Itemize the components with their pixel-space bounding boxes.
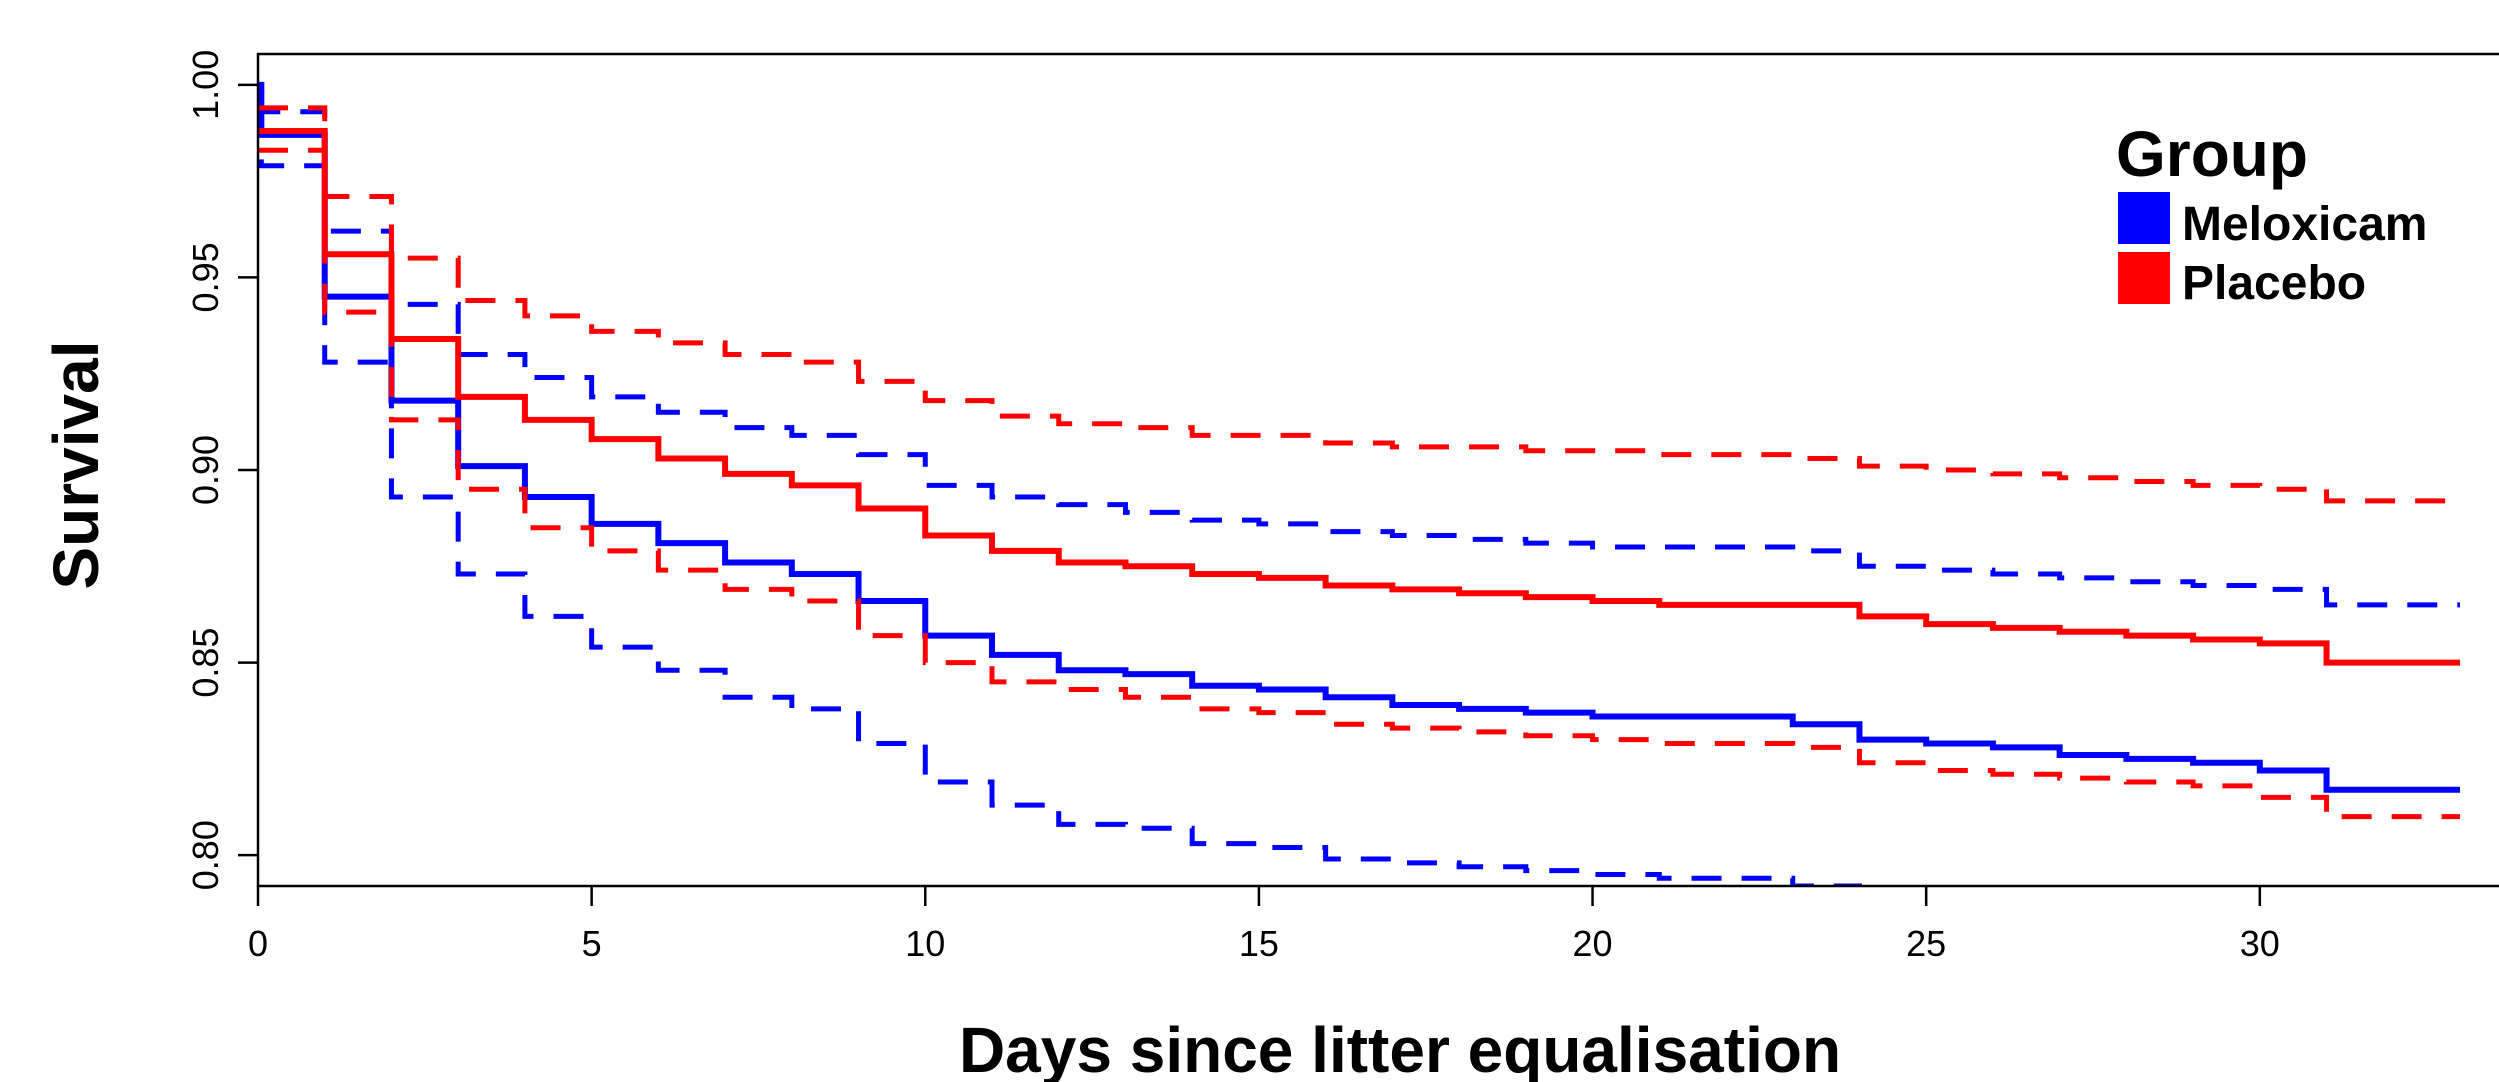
- x-tick-label: 0: [248, 923, 268, 964]
- y-axis-title: Survival: [40, 340, 112, 589]
- x-tick-label: 5: [582, 923, 602, 964]
- y-tick-label: 0.85: [185, 628, 226, 698]
- x-tick-label: 10: [905, 923, 945, 964]
- y-tick-label: 0.95: [185, 242, 226, 312]
- x-tick-label: 25: [1906, 923, 1946, 964]
- y-tick-label: 1.00: [185, 50, 226, 120]
- x-tick-label: 15: [1239, 923, 1279, 964]
- x-tick-label: 20: [1573, 923, 1613, 964]
- legend-swatch-placebo: [2118, 252, 2170, 304]
- legend-label-placebo: Placebo: [2182, 257, 2366, 310]
- legend-label-meloxicam: Meloxicam: [2182, 198, 2427, 251]
- meloxicam-survival-line: [258, 85, 2460, 790]
- placebo-ci-line: [258, 150, 2460, 816]
- x-axis-title: Days since litter equalisation: [959, 1014, 1841, 1082]
- axes: 0 5 10 15 20 25 30 0.80 0.85 0.90 0.95 1.00: [185, 50, 2280, 964]
- legend-title: Group: [2116, 118, 2308, 190]
- legend: Group Meloxicam Placebo: [2116, 118, 2427, 310]
- y-tick-label: 0.90: [185, 435, 226, 505]
- y-tick-label: 0.80: [185, 820, 226, 890]
- x-tick-label: 30: [2240, 923, 2280, 964]
- legend-swatch-meloxicam: [2118, 192, 2170, 244]
